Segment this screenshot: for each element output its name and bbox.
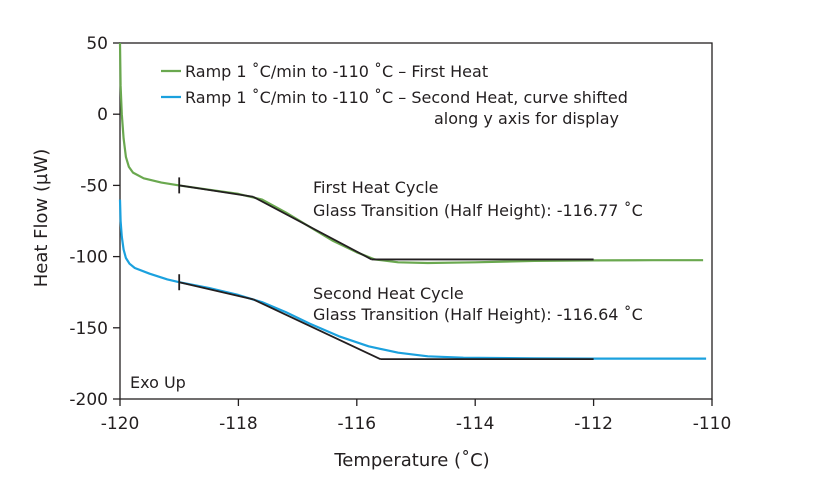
second-cycle-tg: Glass Transition (Half Height): -116.64 …	[313, 305, 643, 324]
x-tick-label: -116	[338, 414, 377, 434]
legend: Ramp 1 ˚C/min to -110 ˚C – First Heat Ra…	[161, 62, 628, 128]
x-tick-label: -112	[574, 414, 613, 434]
exo-up-label: Exo Up	[130, 373, 186, 392]
y-tick-label: -200	[69, 390, 108, 410]
second-tangent-line	[252, 298, 381, 360]
legend-label-second-line2: along y axis for display	[434, 109, 619, 128]
first-cycle-title: First Heat Cycle	[313, 178, 439, 197]
x-axis-ticks: -120 -118 -116 -114 -112 -110	[101, 399, 732, 434]
second-cycle-title: Second Heat Cycle	[313, 284, 464, 303]
x-axis-title: Temperature (˚C)	[333, 450, 489, 471]
legend-label-first: Ramp 1 ˚C/min to -110 ˚C – First Heat	[185, 62, 488, 81]
y-tick-label: -100	[69, 248, 108, 268]
second-tangent-line	[178, 281, 254, 301]
x-tick-label: -120	[101, 414, 140, 434]
x-tick-label: -110	[693, 414, 732, 434]
tangent-layer	[178, 177, 594, 361]
y-tick-label: 0	[97, 105, 108, 125]
legend-label-second: Ramp 1 ˚C/min to -110 ˚C – Second Heat, …	[185, 88, 628, 107]
x-tick-label: -114	[456, 414, 495, 434]
y-tick-label: -150	[69, 319, 108, 339]
first-heat-curve	[118, 42, 704, 265]
y-tick-label: -50	[80, 176, 108, 196]
x-tick-label: -118	[219, 414, 258, 434]
y-tick-label: 50	[86, 34, 108, 54]
second-heat-curve	[118, 199, 707, 360]
y-axis-ticks: 50 0 -50 -100 -150 -200	[69, 34, 120, 410]
first-tangent-line	[179, 184, 254, 198]
y-axis-title: Heat Flow (µW)	[31, 149, 52, 288]
first-cycle-tg: Glass Transition (Half Height): -116.77 …	[313, 201, 643, 220]
first-tangent-line	[252, 195, 373, 261]
